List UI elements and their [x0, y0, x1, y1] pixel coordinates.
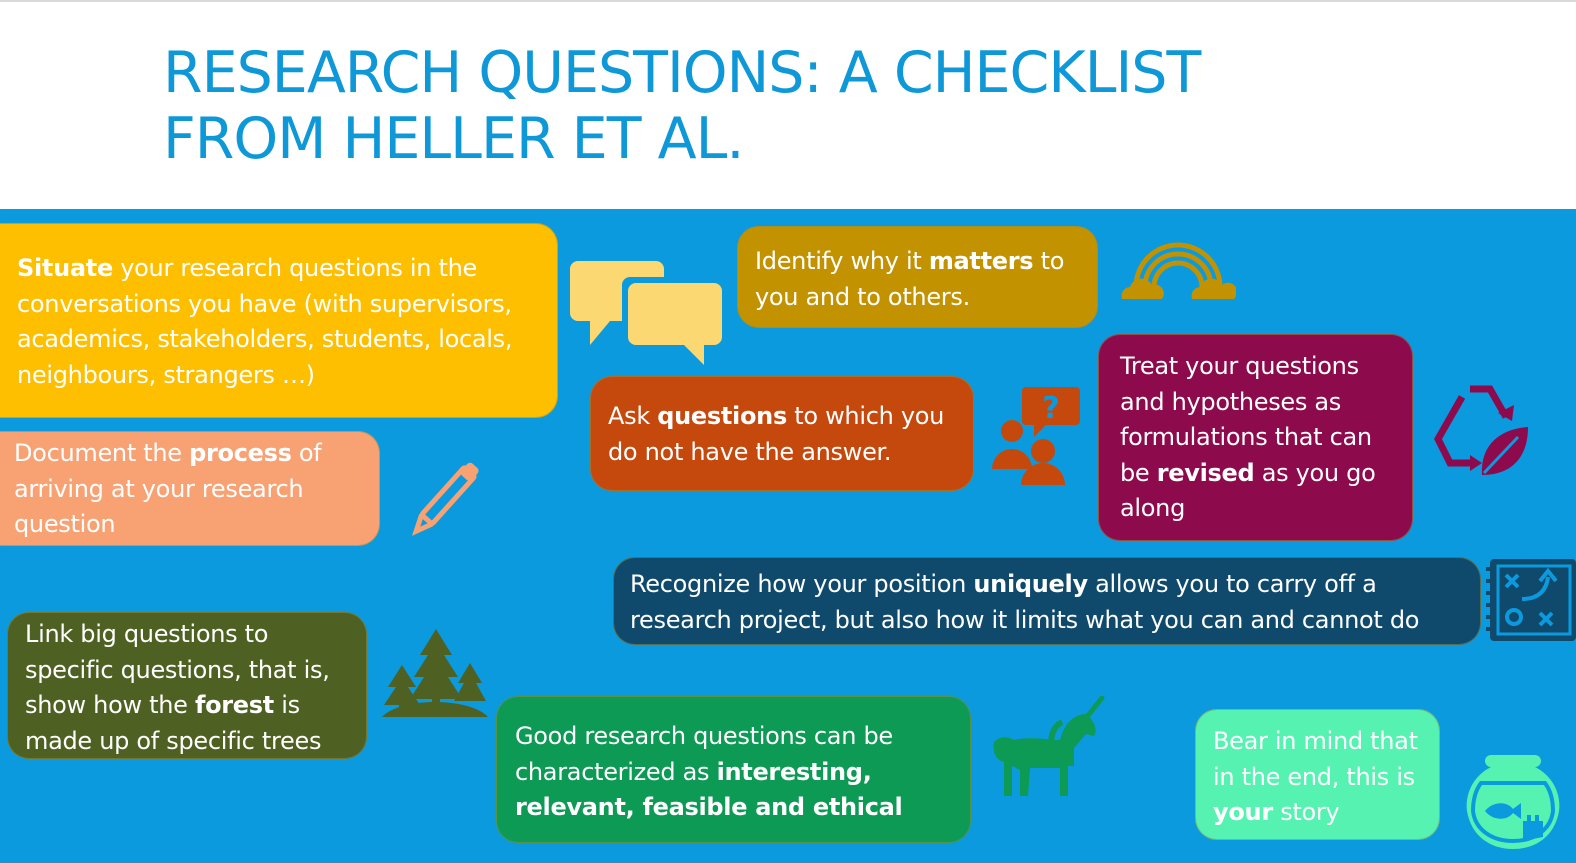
- strategy-board-icon: [1486, 559, 1576, 641]
- bear-box: Bear in mind that in the end, this is yo…: [1195, 709, 1440, 840]
- questions-bold: questions: [657, 402, 787, 430]
- link-bold: forest: [194, 691, 274, 719]
- unicorn-icon: [993, 696, 1105, 796]
- matters-box: Identify why it matters to you and to ot…: [737, 226, 1098, 328]
- process-bold: process: [189, 439, 292, 467]
- situate-box: Situate your research questions in the c…: [0, 223, 558, 418]
- title-line-2: FROM HELLER ET AL.: [163, 106, 744, 172]
- pencil-icon: [411, 462, 479, 536]
- recycle-leaf-icon: [1434, 385, 1528, 475]
- title-line-1: RESEARCH QUESTIONS: A CHECKLIST: [163, 40, 1201, 106]
- people-question-icon: ?: [992, 387, 1080, 485]
- matters-bold: matters: [928, 247, 1034, 275]
- slide-title: RESEARCH QUESTIONS: A CHECKLIST FROM HEL…: [163, 40, 1363, 172]
- top-border: [0, 0, 1576, 2]
- situate-bold: Situate: [17, 254, 113, 282]
- treat-box: Treat your questions and hypotheses as f…: [1098, 334, 1413, 541]
- fishbowl-icon: [1466, 755, 1560, 849]
- questions-box: Ask questions to which you do not have t…: [590, 376, 974, 491]
- bear-bold: your: [1213, 798, 1273, 826]
- situate-text: your research questions in the conversat…: [17, 254, 513, 389]
- trees-icon: [382, 629, 488, 717]
- svg-text:?: ?: [1042, 391, 1059, 426]
- good-box: Good research questions can be character…: [496, 696, 971, 843]
- link-box: Link big questions to specific questions…: [7, 612, 367, 759]
- good-bold: interesting, relevant, feasible and ethi…: [515, 757, 903, 822]
- rainbow-icon: [1121, 242, 1236, 299]
- treat-bold: revised: [1156, 458, 1255, 487]
- recognize-box: Recognize how your position uniquely all…: [613, 557, 1481, 645]
- speech-bubbles-icon: [570, 261, 724, 367]
- recognize-bold: uniquely: [973, 570, 1088, 598]
- content-panel: Situate your research questions in the c…: [0, 209, 1576, 863]
- process-box: Document the process of arriving at your…: [0, 431, 380, 546]
